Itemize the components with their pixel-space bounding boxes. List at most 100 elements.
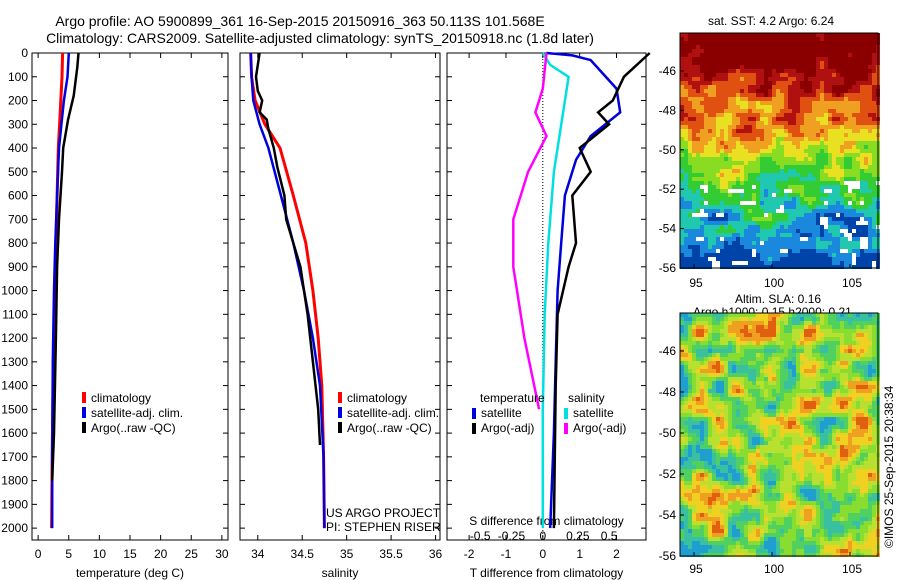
map-cell — [764, 109, 768, 113]
map-cell — [872, 49, 876, 53]
map-cell — [708, 57, 712, 61]
map-cell — [800, 73, 804, 77]
map-cell — [740, 73, 744, 77]
map-cell — [812, 101, 816, 105]
map-cell — [856, 229, 860, 233]
map-cell — [776, 89, 780, 93]
map-cell — [800, 93, 804, 97]
map-cell — [864, 209, 868, 213]
map-cell — [764, 453, 768, 457]
map-cell — [780, 89, 784, 93]
map-cell — [804, 345, 808, 349]
map-cell — [836, 345, 840, 349]
map-cell — [864, 89, 868, 93]
map-cell — [840, 413, 844, 417]
map-cell — [796, 153, 800, 157]
map-cell — [816, 169, 820, 173]
map-cell — [704, 441, 708, 445]
map-cell — [840, 137, 844, 141]
map-cell — [740, 421, 744, 425]
map-cell — [688, 77, 692, 81]
map-cell — [744, 229, 748, 233]
map-cell — [760, 437, 764, 441]
map-cell — [776, 181, 780, 185]
map-cell — [696, 221, 700, 225]
map-cell — [788, 217, 792, 221]
map-cell — [868, 133, 872, 137]
map-cell — [860, 217, 864, 221]
map-cell — [780, 133, 784, 137]
map-cell — [864, 409, 868, 413]
map-cell — [804, 109, 808, 113]
map-cell — [780, 137, 784, 141]
map-cell — [808, 233, 812, 237]
map-cell — [704, 33, 708, 37]
map-cell — [788, 185, 792, 189]
map-cell — [868, 237, 872, 241]
map-cell — [832, 169, 836, 173]
map-cell — [756, 317, 760, 321]
map-cell — [708, 133, 712, 137]
map-cell — [716, 109, 720, 113]
map-cell — [760, 445, 764, 449]
map-cell — [748, 189, 752, 193]
map-cell — [852, 189, 856, 193]
map-cell — [688, 129, 692, 133]
series-line-diff-4 — [512, 52, 548, 410]
map-cell — [684, 233, 688, 237]
map-cell — [788, 373, 792, 377]
map-cell — [824, 101, 828, 105]
map-cell — [840, 97, 844, 101]
map-cell — [756, 249, 760, 253]
map-cell — [824, 217, 828, 221]
map-cell — [808, 197, 812, 201]
map-cell — [716, 153, 720, 157]
map-cell — [768, 157, 772, 161]
map-cell — [772, 449, 776, 453]
map-cell — [796, 105, 800, 109]
map-cell — [692, 57, 696, 61]
map-cell — [844, 329, 848, 333]
map-cell — [736, 53, 740, 57]
map-cell — [744, 341, 748, 345]
map-cell — [692, 65, 696, 69]
map-cell — [796, 145, 800, 149]
map-cell — [752, 233, 756, 237]
map-cell — [856, 109, 860, 113]
map-cell — [796, 129, 800, 133]
map-cell — [776, 249, 780, 253]
map-cell — [816, 189, 820, 193]
map-cell — [804, 429, 808, 433]
map-cell — [716, 453, 720, 457]
map-cell — [820, 413, 824, 417]
map-cell — [824, 249, 828, 253]
map-cell — [820, 73, 824, 77]
map-cell — [712, 257, 716, 261]
map-cell — [680, 341, 684, 345]
map-cell — [792, 177, 796, 181]
map-cell — [808, 345, 812, 349]
map-cell — [772, 213, 776, 217]
map-cell — [844, 157, 848, 161]
map-cell — [872, 189, 876, 193]
map-cell — [716, 201, 720, 205]
map-cell — [720, 245, 724, 249]
map-cell — [844, 209, 848, 213]
map-cell — [828, 57, 832, 61]
map-cell — [760, 341, 764, 345]
map-cell — [776, 61, 780, 65]
map-cell — [744, 125, 748, 129]
map-cell — [732, 237, 736, 241]
map-cell — [724, 197, 728, 201]
map-cell — [740, 405, 744, 409]
map-cell — [840, 53, 844, 57]
map-cell — [756, 141, 760, 145]
map-cell — [760, 157, 764, 161]
map-cell — [864, 353, 868, 357]
map-cell — [844, 357, 848, 361]
map-cell — [780, 261, 784, 265]
map-cell — [752, 133, 756, 137]
y-tick-label: 1300 — [1, 355, 28, 369]
map-cell — [868, 349, 872, 353]
map-cell — [680, 393, 684, 397]
